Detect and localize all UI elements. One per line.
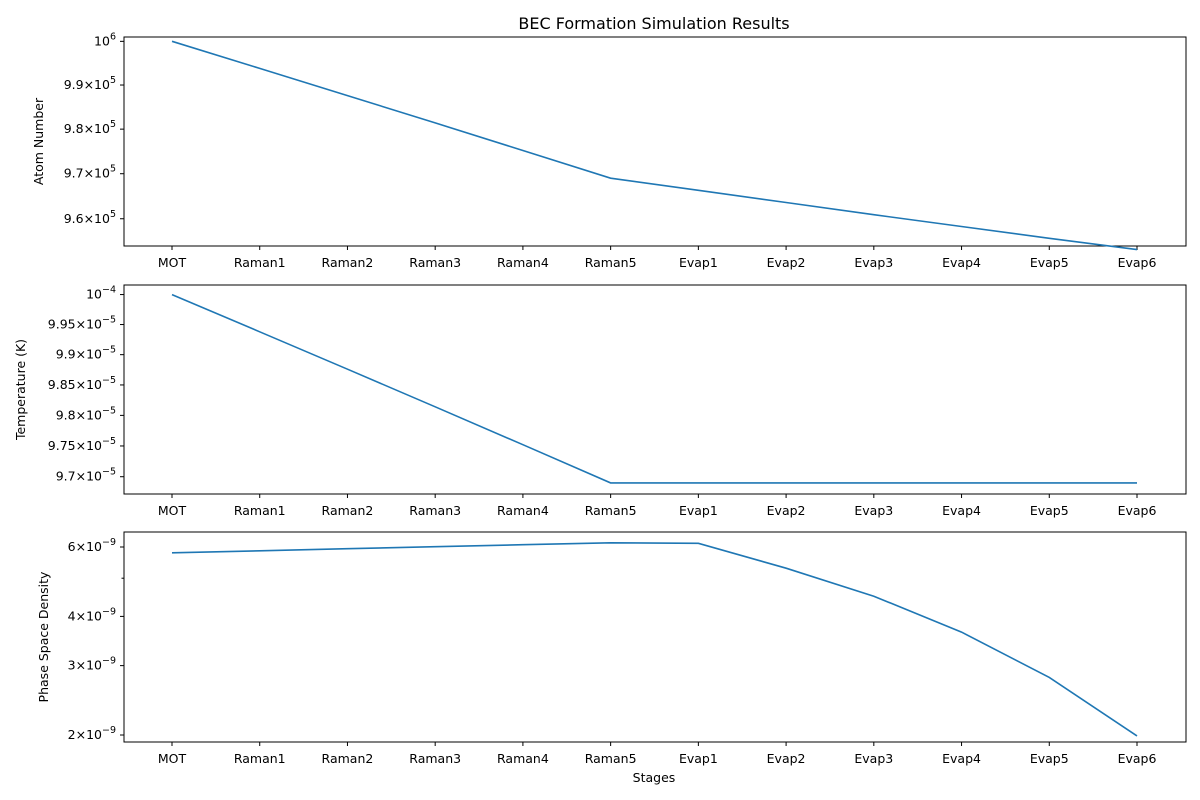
axes-frame (123, 284, 1187, 495)
x-tick-label: Evap3 (854, 503, 893, 518)
x-tick-label: Raman1 (234, 503, 286, 518)
chart-title: BEC Formation Simulation Results (518, 14, 789, 33)
y-axis-label: Temperature (K) (13, 339, 28, 441)
x-tick-label: Raman2 (322, 503, 374, 518)
x-tick-label: Raman5 (585, 255, 637, 270)
x-tick-label: Raman1 (234, 255, 286, 270)
x-tick-label: Evap1 (679, 751, 718, 766)
y-tick-label: 106 (94, 31, 116, 48)
x-tick-label: MOT (158, 255, 187, 270)
x-tick-label: Evap4 (942, 751, 981, 766)
x-tick-label: Raman4 (497, 255, 549, 270)
x-tick-label: Evap6 (1118, 255, 1157, 270)
x-tick-label: Evap6 (1118, 751, 1157, 766)
x-tick-label: Evap6 (1118, 503, 1157, 518)
y-tick-label: 9.8×105 (64, 119, 116, 136)
x-tick-label: Raman2 (322, 255, 374, 270)
x-tick-label: Evap1 (679, 503, 718, 518)
y-axis-label: Phase Space Density (36, 571, 51, 702)
x-tick-label: Raman1 (234, 751, 286, 766)
x-tick-label: Evap1 (679, 255, 718, 270)
x-tick-label: Evap5 (1030, 503, 1069, 518)
axes-frame (123, 36, 1187, 247)
x-tick-label: Evap5 (1030, 255, 1069, 270)
x-tick-label: Raman3 (409, 255, 461, 270)
chart-panel-1: Atom Number MOT Raman1 Raman2 Raman3 Raman4 Ra… (31, 31, 1187, 270)
y-tick-label: 9.7×10−5 (56, 467, 116, 484)
y-tick-label: 9.6×105 (64, 209, 116, 226)
x-tick-label: Evap4 (942, 255, 981, 270)
series-line (171, 293, 1137, 484)
x-tick-label: Raman4 (497, 503, 549, 518)
x-tick-label: Raman4 (497, 751, 549, 766)
chart-panel-2: Temperature (K) MOT Raman1 Raman2 Raman3 Rama… (13, 284, 1187, 518)
y-tick-label: 9.75×10−5 (48, 436, 116, 453)
x-tick-label: Evap2 (767, 255, 806, 270)
chart-panel-3: Phase Space Density MOT Raman1 Raman2 Raman3… (36, 531, 1187, 766)
x-tick-label: MOT (158, 503, 187, 518)
y-tick-label: 9.9×10−5 (56, 345, 116, 362)
x-tick-label: Raman3 (409, 503, 461, 518)
y-tick-label: 4×10−9 (68, 606, 116, 623)
series-line (171, 40, 1138, 251)
y-tick-label: 9.7×105 (64, 164, 116, 181)
x-tick-label: Raman3 (409, 751, 461, 766)
y-tick-label: 9.9×105 (64, 75, 116, 92)
y-tick-label: 9.8×10−5 (56, 405, 116, 422)
series-line (171, 541, 1138, 737)
y-tick-label: 9.85×10−5 (48, 375, 116, 392)
x-axis-label: Stages (633, 770, 676, 785)
y-tick-label: 2×10−9 (68, 725, 116, 742)
x-tick-label: MOT (158, 751, 187, 766)
x-tick-label: Evap3 (854, 751, 893, 766)
x-tick-label: Raman5 (585, 751, 637, 766)
x-tick-label: Evap3 (854, 255, 893, 270)
x-tick-label: Raman2 (322, 751, 374, 766)
x-tick-label: Evap5 (1030, 751, 1069, 766)
axes-frame (123, 531, 1187, 743)
y-tick-label: 3×10−9 (68, 656, 116, 673)
y-tick-label: 9.95×10−5 (48, 315, 116, 332)
y-axis-label: Atom Number (31, 97, 46, 185)
x-tick-label: Evap2 (767, 751, 806, 766)
y-tick-label: 6×10−9 (68, 537, 116, 554)
x-tick-label: Evap2 (767, 503, 806, 518)
y-tick-label: 10−4 (86, 285, 116, 302)
x-tick-label: Raman5 (585, 503, 637, 518)
x-tick-label: Evap4 (942, 503, 981, 518)
